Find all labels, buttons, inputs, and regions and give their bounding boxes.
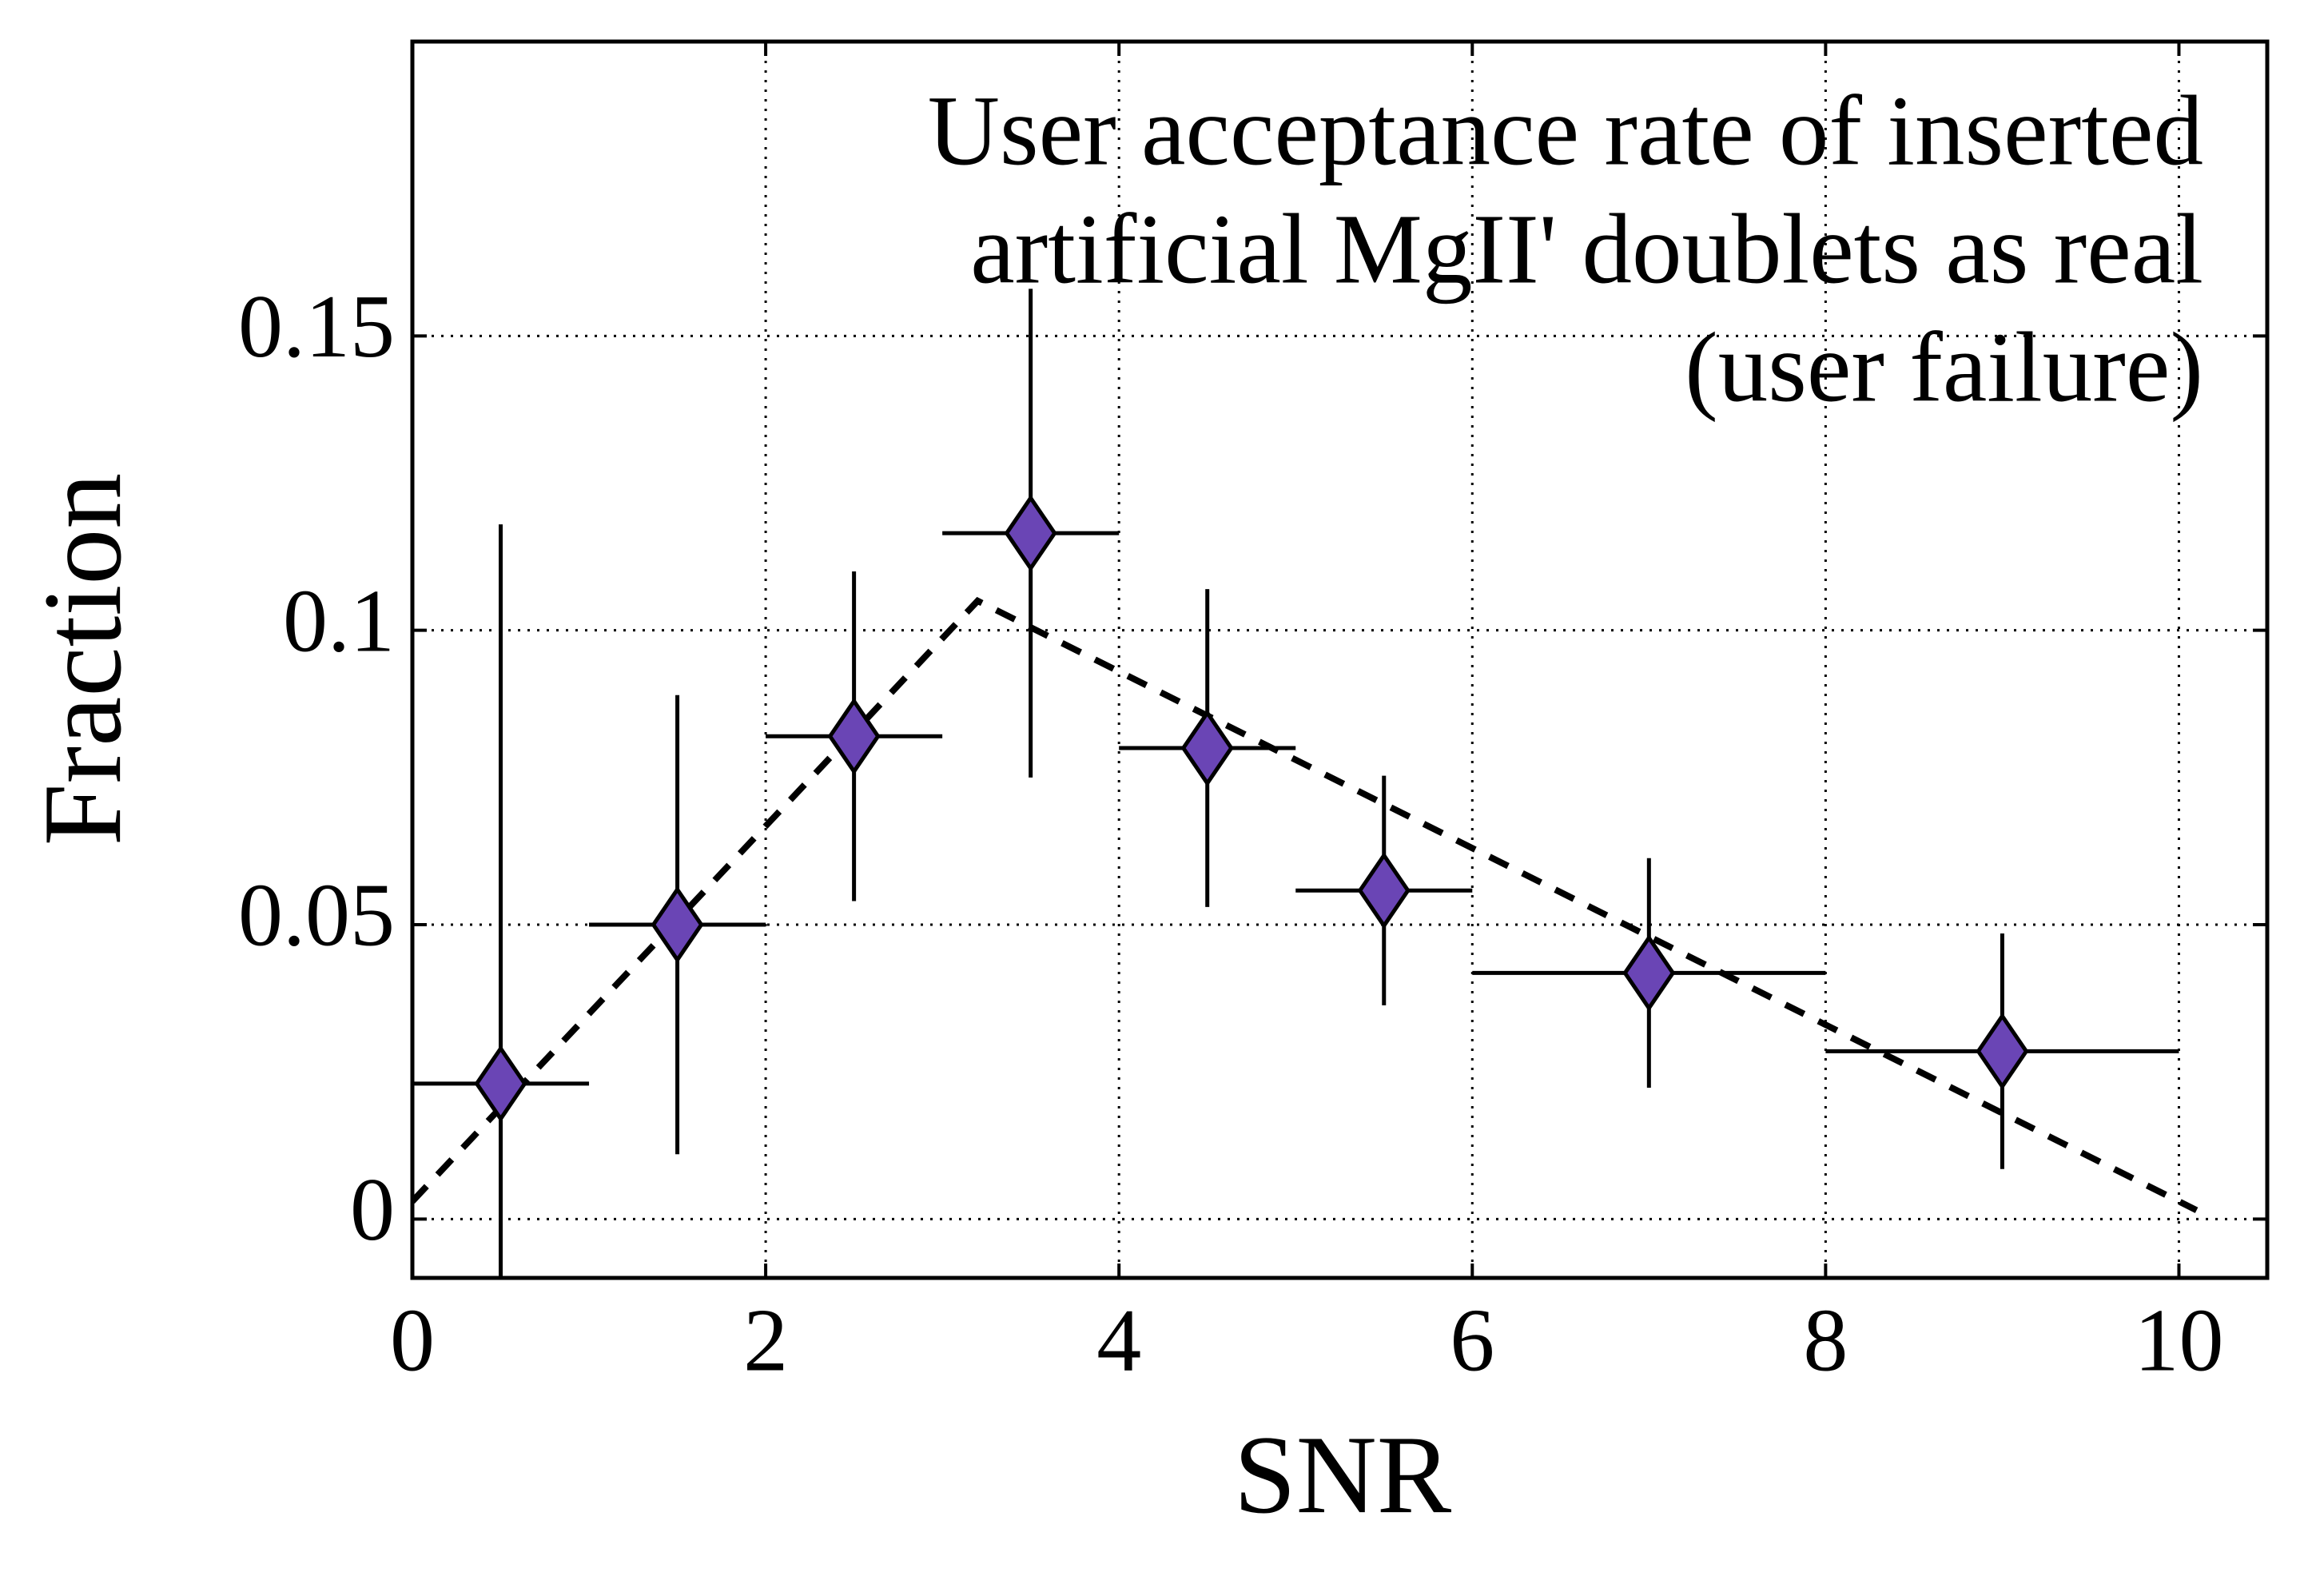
x-tick-label: 0	[390, 1292, 435, 1391]
y-tick-label: 0.15	[238, 277, 395, 376]
chart-title: (user failure)	[1685, 313, 2203, 424]
marker	[1004, 494, 1057, 572]
axes-frame	[410, 39, 2270, 1280]
chart-title: User acceptance rate of inserted	[928, 77, 2203, 187]
marker	[1180, 709, 1234, 787]
x-tick-label: 2	[743, 1292, 788, 1391]
x-tick-label: 6	[1450, 1292, 1494, 1391]
y-axis-label: Fraction	[21, 473, 145, 846]
x-tick-label: 10	[2134, 1292, 2223, 1391]
marker	[474, 1045, 527, 1123]
marker	[1357, 851, 1411, 929]
marker	[827, 697, 881, 775]
plot-area	[412, 289, 2199, 1278]
marker	[1976, 1012, 2029, 1090]
y-tick-label: 0	[350, 1160, 395, 1260]
y-tick-label: 0.1	[283, 571, 395, 671]
marker	[651, 886, 704, 964]
trend-line	[412, 596, 2199, 1213]
x-axis-label: SNR	[1234, 1413, 1452, 1537]
marker	[1622, 933, 1676, 1012]
x-tick-label: 8	[1803, 1292, 1848, 1391]
x-tick-label: 4	[1096, 1292, 1141, 1391]
chart-title: artificial MgII' doublets as real	[970, 195, 2203, 305]
y-tick-label: 0.05	[238, 866, 395, 965]
